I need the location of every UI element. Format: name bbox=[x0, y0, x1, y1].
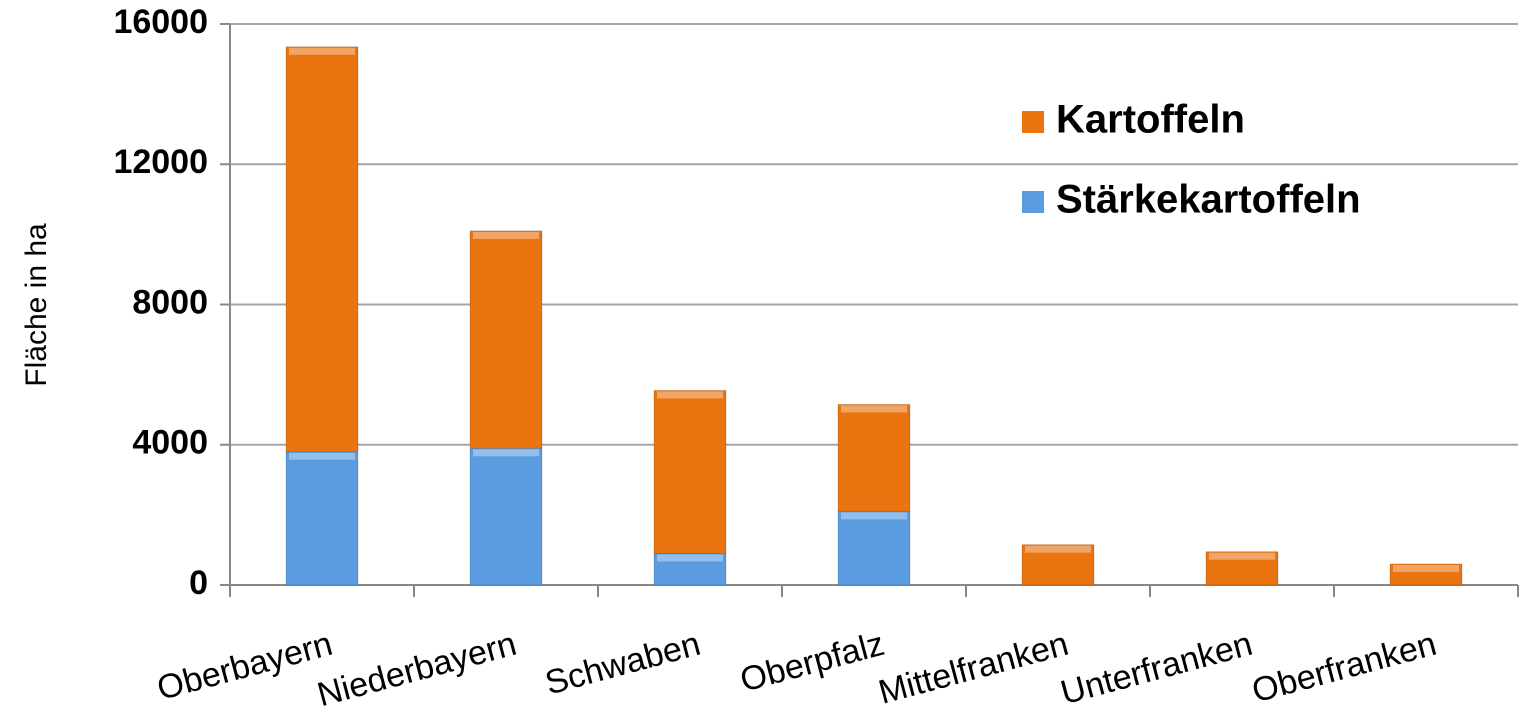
bar-cap bbox=[289, 452, 355, 460]
x-tick-label: Unterfranken bbox=[1057, 625, 1257, 713]
bar-segment bbox=[1389, 563, 1463, 586]
bar-segment bbox=[285, 46, 359, 453]
bar-segment bbox=[1205, 551, 1279, 586]
bar-cap bbox=[473, 449, 539, 457]
bar-cap bbox=[841, 405, 907, 413]
x-tick-label: Schwaben bbox=[541, 625, 704, 703]
legend-swatch bbox=[1022, 111, 1044, 133]
legend-label: Kartoffeln bbox=[1056, 98, 1245, 142]
y-tick-label: 16000 bbox=[113, 3, 208, 41]
bar-cap bbox=[657, 391, 723, 399]
bar-cap bbox=[473, 231, 539, 239]
y-tick-label: 4000 bbox=[132, 424, 208, 462]
x-tick-label: Oberbayern bbox=[153, 625, 336, 708]
bar-segment bbox=[285, 451, 359, 586]
bar-segment bbox=[837, 403, 911, 512]
x-tick-label: Oberpfalz bbox=[736, 625, 888, 700]
bar-cap bbox=[841, 512, 907, 520]
bar-cap bbox=[289, 47, 355, 55]
bar-cap bbox=[657, 554, 723, 562]
bar-cap bbox=[1025, 545, 1091, 553]
bar-segment bbox=[837, 510, 911, 586]
legend-label: Stärkekartoffeln bbox=[1056, 178, 1361, 222]
x-tick-label: Mittelfranken bbox=[875, 625, 1073, 712]
bar-segment bbox=[469, 230, 543, 449]
bar-cap bbox=[1393, 564, 1459, 572]
y-tick-label: 8000 bbox=[132, 283, 208, 321]
bar-cap bbox=[1209, 552, 1275, 560]
y-tick-label: 0 bbox=[189, 564, 208, 602]
bar-segment bbox=[653, 552, 727, 586]
x-tick-label: Oberfranken bbox=[1248, 625, 1440, 711]
y-tick-label: 12000 bbox=[113, 143, 208, 181]
bar-segment bbox=[1021, 544, 1095, 586]
bar-segment bbox=[653, 389, 727, 554]
legend-swatch bbox=[1022, 191, 1044, 213]
x-tick-label: Niederbayern bbox=[313, 625, 520, 715]
bar-segment bbox=[469, 447, 543, 586]
y-axis-label: Fläche in ha bbox=[20, 223, 53, 387]
